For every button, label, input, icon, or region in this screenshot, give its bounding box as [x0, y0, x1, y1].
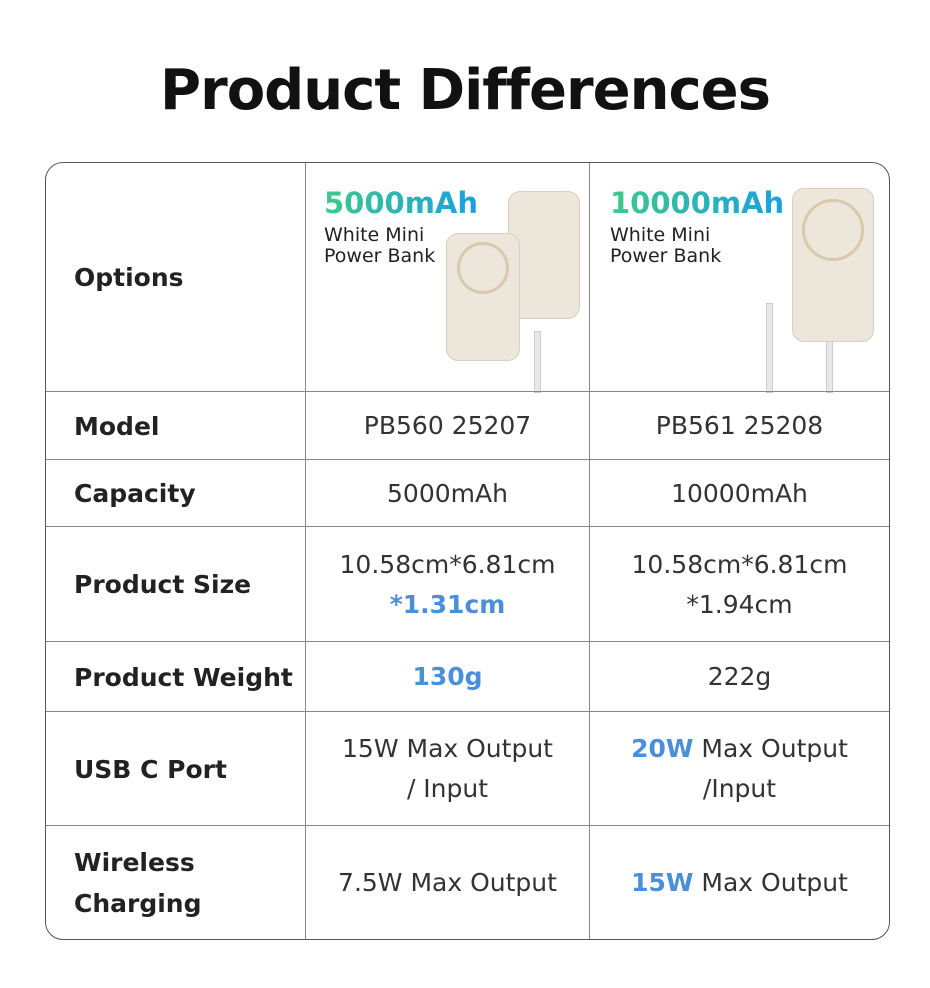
cell-line: 10.58cm*6.81cm — [631, 549, 848, 579]
cell-highlight: 20W — [631, 734, 694, 763]
cell: 15W Max Output — [589, 826, 889, 939]
product-name: White Mini Power Bank — [610, 225, 721, 267]
table-row: Product Size 10.58cm*6.81cm *1.31cm 10.58… — [46, 526, 889, 642]
page-title: Product Differences — [160, 58, 771, 123]
label-line: Wireless — [74, 848, 195, 877]
cell-line: 15W Max Output — [342, 734, 553, 763]
power-bank-back-image — [508, 191, 580, 319]
options-row: Options 5000mAh White Mini Power Bank 100… — [46, 163, 889, 393]
cell-highlight: 130g — [412, 662, 483, 691]
table-row: USB C Port 15W Max Output / Input 20W Max… — [46, 711, 889, 826]
row-label: Product Weight — [74, 662, 293, 692]
cell-line: /Input — [702, 774, 777, 803]
name-line: White Mini — [610, 224, 711, 246]
row-label: USB C Port — [74, 754, 227, 784]
power-bank-image — [792, 188, 874, 342]
capacity-heading: 10000mAh — [610, 183, 784, 223]
table-row: Capacity 5000mAh 10000mAh — [46, 459, 889, 527]
cell: PB560 25207 — [305, 392, 589, 460]
cell-text: Max Output — [693, 868, 848, 897]
row-label: Options — [74, 262, 184, 292]
cell: 10.58cm*6.81cm *1.31cm — [305, 527, 589, 642]
cell: 10.58cm*6.81cm *1.94cm — [589, 527, 889, 642]
cell-line: / Input — [406, 774, 489, 803]
capacity-heading: 5000mAh — [324, 183, 478, 223]
cell: 130g — [305, 642, 589, 712]
name-line: Power Bank — [324, 245, 436, 267]
label-line: Charging — [74, 889, 202, 918]
cable-image — [766, 303, 773, 393]
product-5000-cell: 5000mAh White Mini Power Bank — [305, 163, 589, 393]
cell: PB561 25208 — [589, 392, 889, 460]
product-10000-cell: 10000mAh White Mini Power Bank — [589, 163, 889, 393]
row-label: Model — [74, 411, 160, 441]
cell: 20W Max Output/Input — [589, 712, 889, 826]
table-row: Product Weight 130g 222g — [46, 641, 889, 712]
cell-highlight: 15W — [631, 868, 694, 897]
product-name: White Mini Power Bank — [324, 225, 435, 267]
cell: 5000mAh — [305, 460, 589, 527]
cell-line: 20W Max Output — [631, 729, 848, 769]
comparison-table: Options 5000mAh White Mini Power Bank 100… — [45, 162, 890, 940]
cell-line: 10.58cm*6.81cm — [339, 549, 556, 579]
cell-text: Max Output — [693, 734, 848, 763]
cell-line: *1.94cm — [686, 589, 793, 619]
row-label: Capacity — [74, 479, 196, 508]
cable-image — [826, 341, 833, 393]
row-label: Wireless Charging — [46, 826, 305, 939]
cell: 10000mAh — [589, 460, 889, 527]
cell: 222g — [589, 642, 889, 712]
cell: 7.5W Max Output — [305, 826, 589, 939]
name-line: White Mini — [324, 224, 425, 246]
cable-image — [534, 331, 541, 393]
table-row: Wireless Charging 7.5W Max Output 15W Max… — [46, 825, 889, 939]
table-row: Model PB560 25207 PB561 25208 — [46, 391, 889, 460]
cell: 15W Max Output / Input — [305, 712, 589, 826]
name-line: Power Bank — [610, 245, 722, 267]
cell-line-highlight: *1.31cm — [389, 589, 506, 619]
power-bank-front-image — [446, 233, 520, 361]
row-label: Product Size — [74, 570, 252, 599]
